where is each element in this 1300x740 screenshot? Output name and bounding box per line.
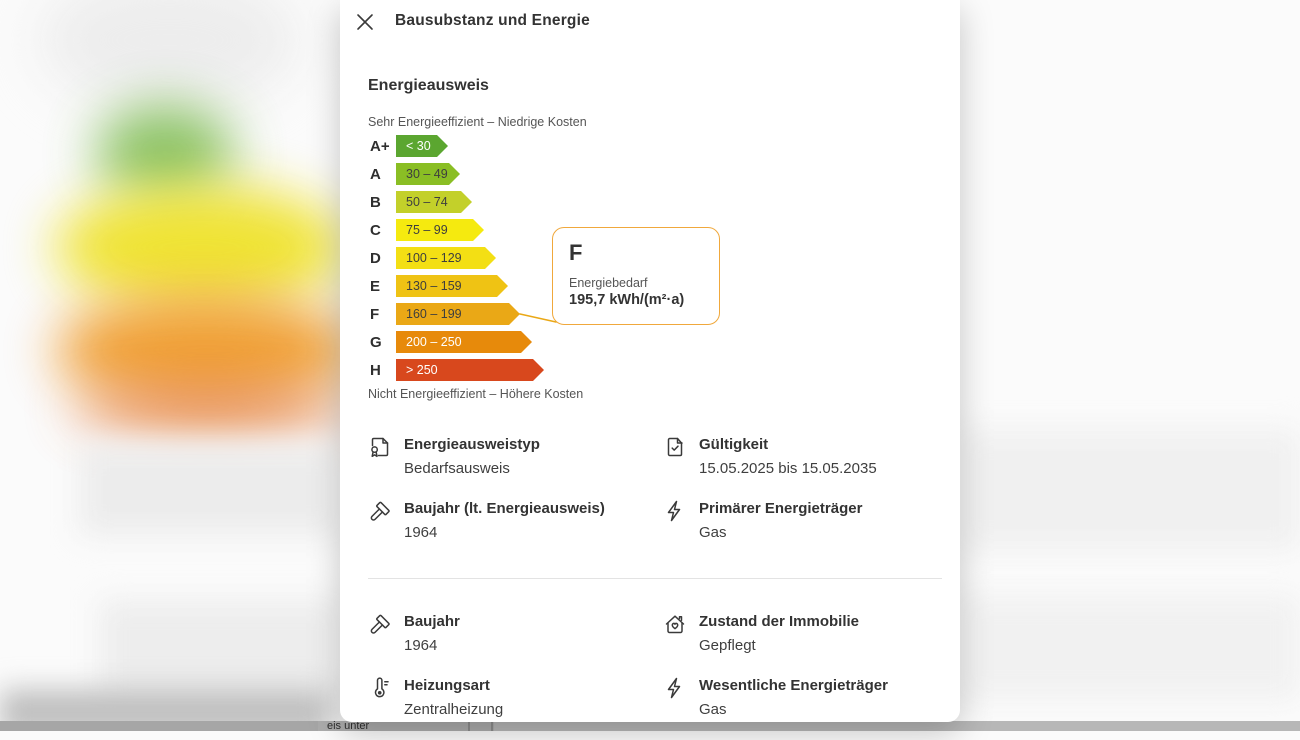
detail-value: Gas	[699, 523, 862, 543]
detail-value: Gepflegt	[699, 636, 859, 656]
lightning-icon	[663, 676, 687, 700]
energy-class-letter: A+	[370, 138, 396, 155]
energy-bar: 200 – 250	[396, 331, 532, 353]
bg-gray-band	[960, 430, 1300, 550]
energy-bar: 160 – 199	[396, 303, 520, 325]
detail-label: Energieausweistyp	[404, 435, 540, 455]
detail-item: Baujahr (lt. Energieausweis) 1964	[368, 499, 663, 563]
dialog-header: Bausubstanz und Energie	[340, 0, 960, 44]
tooltip-value: 195,7 kWh/(m²·a)	[569, 292, 703, 308]
energy-bar-row-aplus: A+< 30	[370, 135, 544, 157]
detail-value: Zentralheizung	[404, 700, 503, 720]
detail-value: 15.05.2025 bis 15.05.2035	[699, 459, 877, 479]
energy-certificate-icon	[368, 435, 392, 459]
energy-class-letter: B	[370, 194, 396, 211]
energy-bar: 30 – 49	[396, 163, 460, 185]
energy-class-letter: C	[370, 222, 396, 239]
bg-gray-band	[960, 595, 1300, 700]
detail-item: Wesentliche Energieträger Gas	[663, 676, 958, 740]
detail-label: Baujahr (lt. Energieausweis)	[404, 499, 605, 519]
detail-value: 1964	[404, 523, 605, 543]
bg-blur-chart-red	[70, 385, 350, 430]
energy-bar: 100 – 129	[396, 247, 496, 269]
detail-item: Zustand der Immobilie Gepflegt	[663, 612, 958, 676]
energy-bar: > 250	[396, 359, 544, 381]
energy-class-letter: H	[370, 362, 396, 379]
energy-class-letter: A	[370, 166, 396, 183]
bg-text-fragment: eis unter	[327, 721, 369, 731]
close-icon	[355, 12, 375, 32]
thermometer-icon	[368, 676, 392, 700]
detail-label: Baujahr	[404, 612, 460, 632]
energy-bar: 75 – 99	[396, 219, 484, 241]
detail-label: Wesentliche Energieträger	[699, 676, 888, 696]
energy-class-letter: D	[370, 250, 396, 267]
details-grid-certificate: Energieausweistyp Bedarfsausweis Gültigkei…	[368, 435, 958, 563]
energy-bar: 50 – 74	[396, 191, 472, 213]
energy-class-letter: G	[370, 334, 396, 351]
energy-bar: < 30	[396, 135, 448, 157]
detail-label: Zustand der Immobilie	[699, 612, 859, 632]
bg-blur-chart-yellow	[55, 185, 345, 310]
energy-class-letter: E	[370, 278, 396, 295]
hammer-icon	[368, 499, 392, 523]
detail-label: Gültigkeit	[699, 435, 877, 455]
section-divider	[368, 578, 942, 579]
close-button[interactable]	[355, 12, 375, 32]
lightning-icon	[663, 499, 687, 523]
tooltip-grade: F	[569, 240, 703, 266]
detail-label: Heizungsart	[404, 676, 503, 696]
scale-label-efficient: Sehr Energieeffizient – Niedrige Kosten	[368, 115, 587, 129]
detail-item: Primärer Energieträger Gas	[663, 499, 958, 563]
bg-gray-band	[100, 600, 340, 700]
detail-value: Gas	[699, 700, 888, 720]
energy-bar-row-h: H> 250	[370, 359, 544, 381]
detail-value: Bedarfsausweis	[404, 459, 540, 479]
dialog-title: Bausubstanz und Energie	[395, 12, 590, 30]
document-check-icon	[663, 435, 687, 459]
detail-item: Energieausweistyp Bedarfsausweis	[368, 435, 663, 499]
bg-gray-band	[80, 445, 340, 535]
scale-label-inefficient: Nicht Energieeffizient – Höhere Kosten	[368, 387, 583, 401]
energy-bar: 130 – 159	[396, 275, 508, 297]
detail-label: Primärer Energieträger	[699, 499, 862, 519]
tooltip-label: Energiebedarf	[569, 276, 703, 290]
section-title-energieausweis: Energieausweis	[368, 77, 489, 95]
energy-class-letter: F	[370, 306, 396, 323]
energy-dialog: Bausubstanz und Energie Energieausweis S…	[340, 0, 960, 722]
detail-item: Heizungsart Zentralheizung	[368, 676, 663, 740]
detail-item: Gültigkeit 15.05.2025 bis 15.05.2035	[663, 435, 958, 499]
energy-rating-tooltip: F Energiebedarf 195,7 kWh/(m²·a)	[552, 227, 720, 325]
detail-item: Baujahr 1964	[368, 612, 663, 676]
detail-value: 1964	[404, 636, 460, 656]
bg-blur-blob	[40, 0, 300, 110]
details-grid-building: Baujahr 1964 Zustand der Immobilie Gepflegt…	[368, 612, 958, 740]
house-heart-icon	[663, 612, 687, 636]
hammer-icon	[368, 612, 392, 636]
